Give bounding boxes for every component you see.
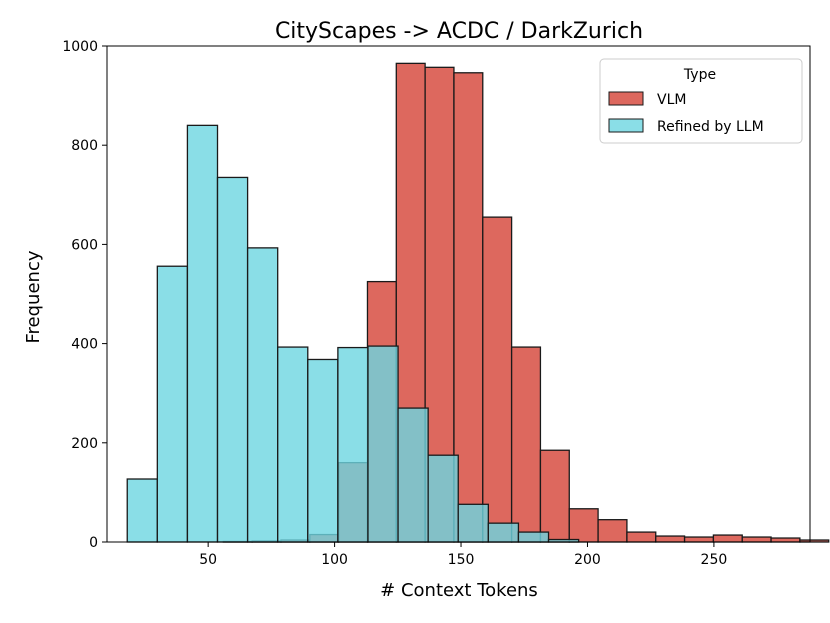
histogram-bar — [246, 247, 279, 543]
y-tick-label: 200 — [71, 436, 98, 452]
chart-title: CityScapes -> ACDC / DarkZurich — [275, 19, 643, 44]
histogram-bar — [397, 407, 429, 543]
histogram-bar — [156, 265, 189, 543]
histogram-bar — [277, 346, 309, 543]
histogram-bar — [307, 358, 339, 543]
legend-entry-label: Refined by LLM — [657, 119, 764, 135]
x-axis-label: # Context Tokens — [380, 580, 538, 601]
y-axis-ticks: 0 200 400 600 800 1000 — [62, 39, 107, 551]
plot-frame — [106, 45, 811, 543]
histogram-bar — [367, 345, 399, 543]
histogram-bar — [510, 346, 542, 543]
x-axis-ticks: 50 100 150 200 250 — [199, 542, 727, 568]
x-tick-label: 250 — [701, 552, 728, 568]
histogram-bar — [126, 478, 158, 543]
histogram-bar — [741, 536, 772, 543]
histogram-bar — [186, 124, 219, 543]
y-tick-label: 800 — [71, 138, 98, 154]
legend-swatch — [608, 91, 644, 106]
histogram-bar — [597, 519, 628, 543]
x-tick-label: 150 — [448, 552, 475, 568]
histogram-bar — [337, 346, 369, 543]
histogram-bar — [655, 535, 686, 543]
histogram-bar — [712, 534, 743, 543]
legend-entry-label: VLM — [657, 92, 686, 108]
histogram-bar — [626, 531, 657, 543]
y-tick-label: 400 — [71, 337, 98, 353]
histogram-bar — [539, 449, 570, 543]
y-axis-label: Frequency — [23, 250, 44, 343]
legend-swatch — [608, 118, 644, 133]
histogram-bar — [427, 454, 459, 543]
legend-box — [599, 58, 803, 144]
x-tick-label: 100 — [321, 552, 348, 568]
y-tick-label: 0 — [89, 535, 98, 551]
histogram-bar — [683, 536, 715, 543]
histogram-bar — [457, 503, 489, 543]
legend: Type VLM Refined by LLM — [599, 58, 803, 144]
histogram-bar — [216, 176, 249, 543]
plot-area — [126, 62, 830, 543]
x-tick-label: 200 — [574, 552, 601, 568]
histogram-bar — [799, 539, 830, 543]
histogram-bar — [482, 216, 513, 543]
series-refined-by-llm — [126, 124, 580, 543]
histogram-bar — [770, 537, 801, 543]
histogram-bar — [568, 508, 599, 543]
y-tick-label: 600 — [71, 237, 98, 253]
histogram-bar — [487, 522, 520, 543]
x-tick-label: 50 — [199, 552, 217, 568]
histogram-bar — [517, 531, 550, 543]
y-tick-label: 1000 — [62, 39, 98, 55]
legend-title: Type — [683, 67, 716, 83]
